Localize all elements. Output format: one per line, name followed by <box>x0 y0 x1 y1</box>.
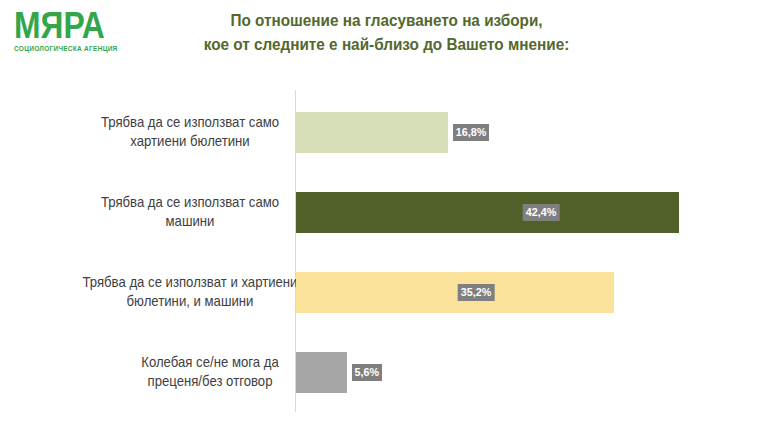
value-badge: 35,2% <box>458 284 495 301</box>
value-badge: 5,6% <box>352 364 383 381</box>
chart-title: По отношение на гласуването на избори, к… <box>39 9 735 57</box>
category-label: Колебая се/не мога да преценя/без отгово… <box>89 332 332 412</box>
category-label: Трябва да се използват само хартиени бюл… <box>69 92 312 172</box>
bar-row: Колебая се/не мога да преценя/без отгово… <box>0 332 773 412</box>
value-badge: 16,8% <box>453 124 490 141</box>
bar <box>296 352 347 393</box>
bar <box>296 112 448 153</box>
bar-row: Трябва да се използват и хартиени бюлети… <box>0 252 773 332</box>
category-label: Трябва да се използват и хартиени бюлети… <box>69 252 312 332</box>
bar <box>296 272 614 313</box>
chart-title-line1: По отношение на гласуването на избори, <box>39 9 735 33</box>
bar-chart: Трябва да се използват само хартиени бюл… <box>0 90 773 414</box>
value-badge: 42,4% <box>523 204 560 221</box>
bar-row: Трябва да се използват само машини 42,4% <box>0 172 773 252</box>
category-label: Трябва да се използват само машини <box>69 172 312 252</box>
chart-title-line2: кое от следните е най-близо до Вашето мн… <box>39 33 735 57</box>
bar-row: Трябва да се използват само хартиени бюл… <box>0 92 773 172</box>
bar <box>296 192 679 233</box>
